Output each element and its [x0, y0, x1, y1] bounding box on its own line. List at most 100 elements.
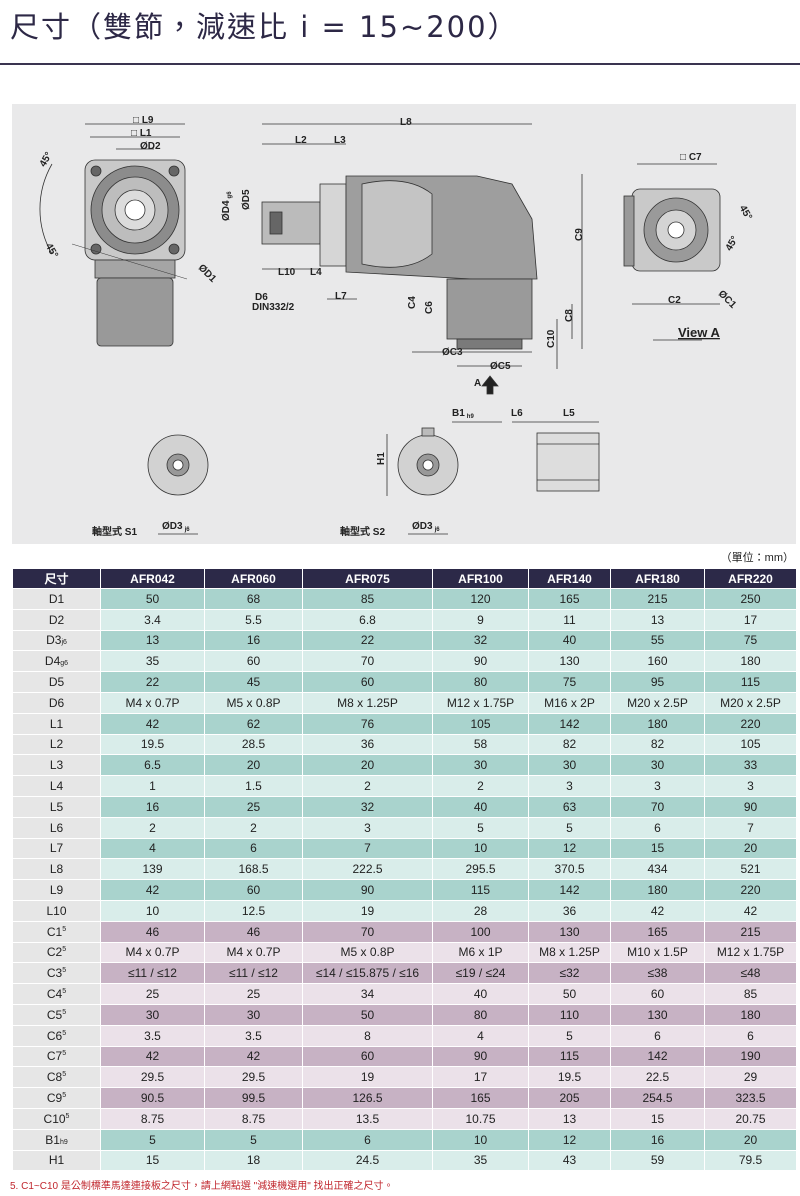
row-label: D1: [12, 588, 101, 610]
value-cell: 46: [204, 920, 303, 943]
row-label: C75: [12, 1045, 101, 1068]
value-cell: 19.5: [100, 733, 205, 756]
value-cell: 29: [704, 1066, 797, 1089]
value-cell: 120: [432, 588, 529, 610]
value-cell: ≤11 / ≤12: [204, 962, 303, 985]
value-cell: 60: [302, 1045, 433, 1068]
value-cell: 95: [610, 671, 705, 693]
value-cell: 28: [432, 899, 529, 922]
value-cell: 8.75: [204, 1107, 303, 1130]
value-cell: 16: [100, 795, 205, 818]
value-cell: 6: [302, 1128, 433, 1151]
value-cell: 9: [432, 608, 529, 631]
row-label-text: L6: [49, 820, 64, 835]
value-cell: 180: [704, 650, 797, 673]
dimension-label: L4: [310, 267, 322, 278]
value-cell: 5: [528, 816, 611, 839]
value-cell: M20 x 2.5P: [704, 691, 797, 714]
dimension-label: C10: [546, 329, 557, 348]
data-row: C45 25 25 34 40 50 60 85: [12, 983, 797, 1005]
dimension-label: L7: [335, 291, 347, 302]
row-label-superscript: 5: [62, 1008, 67, 1016]
label-text: A: [474, 378, 481, 389]
value-cell: 25: [100, 983, 205, 1005]
value-cell: ≤11 / ≤12: [100, 962, 205, 985]
header-row: 尺寸 AFR042 AFR060 AFR075 AFR100 AFR140 AFR180 AF…: [12, 568, 797, 589]
row-label-superscript: 5: [62, 1092, 67, 1100]
value-cell: 50: [528, 983, 611, 1005]
value-cell: 12: [528, 1128, 611, 1151]
row-label: L8: [12, 858, 101, 881]
row-label: L2: [12, 733, 101, 756]
label-text: ØC5: [490, 361, 511, 372]
value-cell: 11: [528, 608, 611, 631]
value-cell: 22: [302, 629, 433, 652]
row-label-subscript: h9: [59, 1138, 68, 1146]
value-cell: 6.5: [100, 754, 205, 777]
value-cell: 215: [704, 920, 797, 943]
dimension-label: L3: [334, 135, 346, 146]
value-cell: 165: [432, 1087, 529, 1109]
label-text: DIN332/2: [252, 302, 295, 313]
dimension-label-group: L3: [334, 135, 346, 146]
row-label: C105: [12, 1107, 101, 1130]
value-cell: 85: [704, 983, 797, 1005]
value-cell: 3: [528, 775, 611, 797]
label-subscript: j6: [184, 527, 191, 533]
row-label: C45: [12, 983, 101, 1005]
value-cell: 58: [432, 733, 529, 756]
value-cell: 220: [704, 712, 797, 735]
value-cell: 17: [432, 1066, 529, 1089]
value-cell: 10: [432, 837, 529, 860]
row-label: C35: [12, 962, 101, 985]
value-cell: 62: [204, 712, 303, 735]
row-label-text: D5: [48, 675, 65, 690]
value-cell: 70: [302, 650, 433, 673]
value-cell: 20: [704, 1128, 797, 1151]
value-cell: 190: [704, 1045, 797, 1068]
value-cell: 43: [528, 1149, 611, 1172]
value-cell: 323.5: [704, 1087, 797, 1109]
row-label-superscript: 5: [62, 988, 67, 996]
value-cell: 16: [610, 1128, 705, 1151]
label-text: □ L1: [131, 128, 152, 139]
header-cell: AFR042: [100, 568, 205, 589]
label-text: ØD4: [221, 200, 232, 221]
data-row: H1 15 18 24.5 35 43 59 79.5: [12, 1149, 797, 1172]
row-label-superscript: 5: [62, 967, 67, 975]
data-row: C35 ≤11 / ≤12 ≤11 / ≤12 ≤14 / ≤15.875 / ≤16…: [12, 962, 797, 985]
dimension-label: ØD5: [241, 189, 252, 210]
value-cell: 20.75: [704, 1107, 797, 1130]
footnote: 5. C1~C10 是公制標準馬達連接板之尺寸，請上網點選 "減速機選用" 找出…: [10, 1181, 394, 1192]
label-text: ØD2: [140, 141, 161, 152]
value-cell: 7: [704, 816, 797, 839]
row-label: D5: [12, 671, 101, 693]
row-label: D3j6: [12, 629, 101, 652]
value-cell: 168.5: [204, 858, 303, 881]
value-cell: 35: [100, 650, 205, 673]
row-label-text: D6: [48, 695, 65, 710]
label-text: L10: [278, 267, 296, 278]
label-text: H1: [376, 452, 387, 465]
row-label: L3: [12, 754, 101, 777]
value-cell: 434: [610, 858, 705, 881]
value-cell: 10: [100, 899, 205, 922]
label-text: L5: [563, 408, 575, 419]
label-text: ØC3: [442, 347, 463, 358]
dimension-label-group: L4: [310, 267, 322, 278]
value-cell: M4 x 0.7P: [100, 691, 205, 714]
row-label-text: L9: [49, 883, 64, 898]
row-label: C95: [12, 1087, 101, 1109]
row-label-text: C9: [46, 1091, 63, 1106]
dimension-label: L10: [278, 267, 296, 278]
value-cell: 82: [528, 733, 611, 756]
dimension-label-group: ØD3 j6: [162, 521, 190, 533]
data-row: D2 3.4 5.5 6.8 9 11 13 17: [12, 608, 797, 631]
value-cell: 5.5: [204, 608, 303, 631]
dimension-label: ØD3 j6: [162, 521, 190, 533]
row-label-text: D3: [46, 633, 62, 648]
label-subscript: g6: [227, 191, 233, 199]
value-cell: M16 x 2P: [528, 691, 611, 714]
value-cell: 55: [610, 629, 705, 652]
row-label-text: L7: [49, 841, 64, 856]
